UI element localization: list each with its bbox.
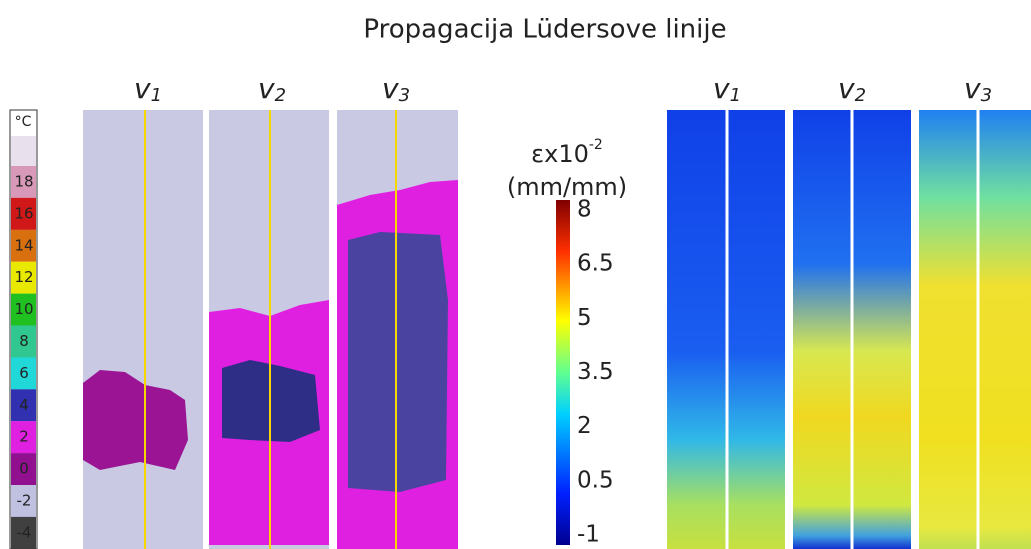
strain-scale-label: 5: [577, 305, 592, 331]
strain-scale-label: 8: [577, 197, 592, 223]
strain-panel-3: [919, 110, 1031, 549]
specimen-label-base: v: [382, 72, 399, 105]
specimen-label: v3: [964, 72, 992, 106]
thermal-scale-band: [11, 485, 36, 517]
thermal-scale-label: 18: [14, 173, 33, 191]
thermal-scale-band: [11, 357, 36, 390]
strain-label: εx10-2: [531, 137, 603, 168]
strain-scale-label: 0.5: [577, 467, 614, 493]
thermal-scale-label: 6: [19, 364, 29, 382]
specimen-label-sub: 2: [855, 85, 866, 106]
thermal-scale-band: [11, 421, 36, 454]
specimen-label-sub: 1: [730, 85, 741, 106]
strain-scale-label: -1: [577, 522, 600, 548]
specimen-label-base: v: [258, 72, 275, 105]
specimen-label-sub: 2: [275, 85, 286, 106]
specimen-label-base: v: [964, 72, 981, 105]
strain-panel-2: [793, 110, 911, 549]
thermal-scale-label: 12: [14, 268, 33, 286]
thermal-scale-label: 8: [19, 332, 29, 350]
specimen-label-sub: 3: [399, 85, 410, 106]
specimen-label: v2: [258, 72, 286, 106]
title: Propagacija Lüdersove linije: [363, 15, 726, 45]
specimen-label: v3: [382, 72, 410, 106]
specimen-label: v1: [134, 72, 162, 106]
strain-scale-label: 2: [577, 413, 592, 439]
thermal-panel-3: [337, 110, 458, 549]
thermal-scale-band: [11, 229, 36, 262]
thermal-scale-label: 14: [14, 236, 33, 254]
thermal-scale: 18 16 14 12 10 8 6 4 2 0 -2 -4: [11, 136, 36, 549]
thermal-unit: °C: [15, 114, 32, 130]
specimen-label-base: v: [838, 72, 855, 105]
strain-scale: 8 6.5 5 3.5 2 0.5 -1: [577, 197, 614, 548]
thermal-scale-label: 10: [14, 300, 33, 318]
thermal-scale-band: [11, 197, 36, 230]
strain-scale-label: 3.5: [577, 359, 614, 385]
thermal-scale-label: -4: [17, 523, 32, 541]
specimen-labels: v1 v2 v3 v1 v2 v3: [134, 72, 992, 106]
thermal-scale-band: [11, 325, 36, 358]
strain-scale-label: 6.5: [577, 251, 614, 277]
thermal-scale-label: 2: [19, 428, 29, 446]
thermal-scale-band: [11, 166, 36, 198]
thermal-scale-label: 0: [19, 460, 29, 478]
thermal-scale-label: 16: [14, 204, 33, 222]
specimen-label: v1: [713, 72, 741, 106]
specimen-label-base: v: [713, 72, 730, 105]
thermal-scale-band: [11, 516, 36, 549]
specimen-label-sub: 3: [981, 85, 992, 106]
specimen-label: v2: [838, 72, 866, 106]
strain-scale-bar: [556, 200, 570, 545]
specimen-label-sub: 1: [151, 85, 162, 106]
thermal-scale-label: 4: [19, 396, 29, 414]
thermal-panel-2: [209, 110, 329, 549]
strain-unit: (mm/mm): [507, 173, 627, 201]
thermal-scale-band: [11, 293, 36, 326]
thermal-scale-label: -2: [17, 492, 32, 510]
thermal-scale-band: [11, 261, 36, 294]
thermal-scale-top: [11, 136, 36, 166]
strain-panel-1: [667, 110, 785, 549]
thermal-scale-band: [11, 453, 36, 486]
thermal-panel-1: [83, 110, 203, 549]
thermal-scale-band: [11, 389, 36, 422]
specimen-label-base: v: [134, 72, 151, 105]
